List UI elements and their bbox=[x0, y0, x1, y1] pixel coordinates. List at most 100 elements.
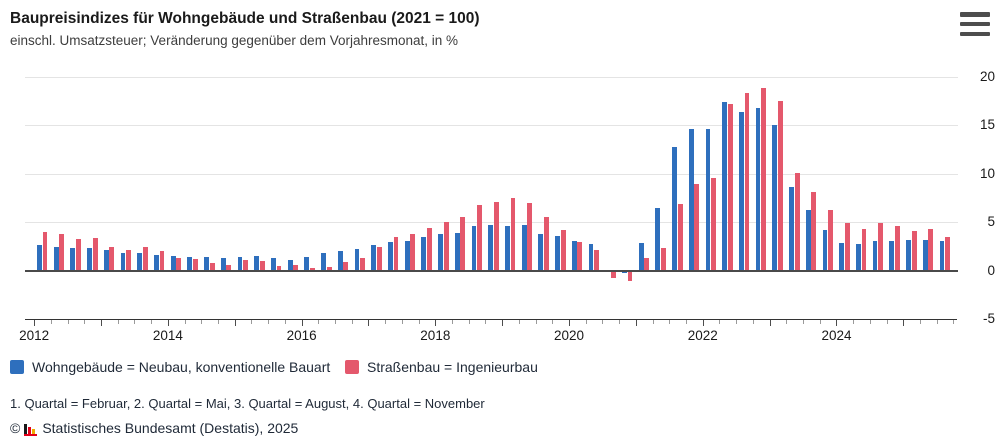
wohngebaeude-bar[interactable] bbox=[170, 255, 176, 271]
wohngebaeude-bar[interactable] bbox=[906, 239, 911, 271]
strassenbau-bar[interactable] bbox=[42, 231, 48, 271]
strassenbau-bar[interactable] bbox=[477, 204, 482, 271]
strassenbau-bar[interactable] bbox=[778, 101, 783, 271]
strassenbau-bar[interactable] bbox=[627, 270, 633, 282]
wohngebaeude-bar[interactable] bbox=[187, 256, 193, 271]
wohngebaeude-bar[interactable] bbox=[87, 248, 92, 271]
wohngebaeude-bar[interactable] bbox=[772, 125, 778, 271]
wohngebaeude-bar[interactable] bbox=[53, 247, 59, 271]
strassenbau-bar[interactable] bbox=[794, 172, 800, 271]
wohngebaeude-bar[interactable] bbox=[354, 249, 360, 271]
strassenbau-bar[interactable] bbox=[644, 257, 650, 271]
wohngebaeude-bar[interactable] bbox=[387, 242, 393, 271]
wohngebaeude-bar[interactable] bbox=[922, 239, 928, 271]
strassenbau-bar[interactable] bbox=[811, 192, 817, 271]
wohngebaeude-bar[interactable] bbox=[504, 225, 510, 271]
strassenbau-bar[interactable] bbox=[493, 201, 499, 271]
wohngebaeude-bar[interactable] bbox=[254, 255, 260, 271]
strassenbau-bar[interactable] bbox=[560, 229, 566, 271]
wohngebaeude-bar[interactable] bbox=[638, 243, 644, 271]
hamburger-menu-icon[interactable] bbox=[958, 12, 992, 36]
strassenbau-bar[interactable] bbox=[895, 225, 900, 271]
wohngebaeude-bar[interactable] bbox=[153, 255, 159, 271]
wohngebaeude-bar[interactable] bbox=[438, 233, 443, 271]
strassenbau-bar[interactable] bbox=[727, 104, 733, 271]
wohngebaeude-bar[interactable] bbox=[371, 245, 377, 271]
wohngebaeude-bar[interactable] bbox=[855, 244, 861, 271]
strassenbau-bar[interactable] bbox=[677, 203, 683, 271]
strassenbau-bar[interactable] bbox=[928, 228, 934, 271]
strassenbau-bar[interactable] bbox=[460, 217, 466, 271]
strassenbau-bar[interactable] bbox=[661, 248, 666, 271]
strassenbau-bar[interactable] bbox=[376, 247, 382, 271]
wohngebaeude-bar[interactable] bbox=[103, 250, 109, 271]
strassenbau-bar[interactable] bbox=[226, 264, 232, 271]
wohngebaeude-bar[interactable] bbox=[621, 270, 627, 274]
wohngebaeude-bar[interactable] bbox=[588, 244, 594, 271]
strassenbau-bar[interactable] bbox=[443, 222, 449, 271]
strassenbau-bar[interactable] bbox=[193, 258, 198, 271]
wohngebaeude-bar[interactable] bbox=[939, 240, 945, 271]
strassenbau-bar[interactable] bbox=[92, 237, 98, 271]
strassenbau-bar[interactable] bbox=[259, 260, 265, 271]
wohngebaeude-bar[interactable] bbox=[204, 256, 209, 271]
strassenbau-bar[interactable] bbox=[109, 247, 115, 271]
strassenbau-bar[interactable] bbox=[861, 228, 867, 271]
legend-item-wohngebaeude[interactable]: Wohngebäude = Neubau, konventionelle Bau… bbox=[10, 359, 330, 375]
wohngebaeude-bar[interactable] bbox=[454, 232, 460, 271]
wohngebaeude-bar[interactable] bbox=[755, 107, 761, 271]
strassenbau-bar[interactable] bbox=[427, 227, 432, 271]
strassenbau-bar[interactable] bbox=[159, 251, 165, 271]
wohngebaeude-bar[interactable] bbox=[555, 235, 560, 271]
strassenbau-bar[interactable] bbox=[142, 247, 148, 271]
wohngebaeude-bar[interactable] bbox=[337, 251, 343, 271]
wohngebaeude-bar[interactable] bbox=[839, 243, 845, 271]
strassenbau-bar[interactable] bbox=[126, 250, 131, 271]
wohngebaeude-bar[interactable] bbox=[655, 207, 661, 271]
strassenbau-bar[interactable] bbox=[360, 257, 365, 271]
wohngebaeude-bar[interactable] bbox=[137, 253, 143, 271]
wohngebaeude-bar[interactable] bbox=[738, 111, 744, 271]
strassenbau-bar[interactable] bbox=[326, 266, 332, 271]
wohngebaeude-bar[interactable] bbox=[521, 225, 527, 271]
strassenbau-bar[interactable] bbox=[393, 236, 399, 271]
strassenbau-bar[interactable] bbox=[577, 242, 583, 271]
strassenbau-bar[interactable] bbox=[209, 262, 215, 271]
wohngebaeude-bar[interactable] bbox=[672, 146, 677, 271]
wohngebaeude-bar[interactable] bbox=[789, 187, 794, 271]
strassenbau-bar[interactable] bbox=[59, 233, 65, 271]
wohngebaeude-bar[interactable] bbox=[287, 259, 293, 271]
wohngebaeude-bar[interactable] bbox=[705, 129, 711, 271]
strassenbau-bar[interactable] bbox=[410, 233, 416, 271]
wohngebaeude-bar[interactable] bbox=[304, 256, 310, 271]
strassenbau-bar[interactable] bbox=[828, 209, 833, 271]
strassenbau-bar[interactable] bbox=[610, 270, 616, 279]
strassenbau-bar[interactable] bbox=[844, 223, 850, 271]
strassenbau-bar[interactable] bbox=[694, 184, 700, 271]
wohngebaeude-bar[interactable] bbox=[471, 225, 477, 271]
strassenbau-bar[interactable] bbox=[761, 87, 767, 271]
strassenbau-bar[interactable] bbox=[176, 257, 182, 271]
wohngebaeude-bar[interactable] bbox=[70, 248, 76, 271]
wohngebaeude-bar[interactable] bbox=[822, 229, 828, 271]
wohngebaeude-bar[interactable] bbox=[321, 253, 326, 271]
strassenbau-bar[interactable] bbox=[594, 250, 599, 271]
wohngebaeude-bar[interactable] bbox=[889, 241, 895, 271]
strassenbau-bar[interactable] bbox=[744, 93, 750, 271]
wohngebaeude-bar[interactable] bbox=[722, 102, 728, 271]
wohngebaeude-bar[interactable] bbox=[120, 253, 126, 271]
strassenbau-bar[interactable] bbox=[276, 265, 282, 271]
wohngebaeude-bar[interactable] bbox=[688, 129, 694, 271]
wohngebaeude-bar[interactable] bbox=[421, 236, 427, 271]
wohngebaeude-bar[interactable] bbox=[538, 233, 544, 271]
wohngebaeude-bar[interactable] bbox=[270, 257, 276, 271]
wohngebaeude-bar[interactable] bbox=[220, 257, 226, 271]
strassenbau-bar[interactable] bbox=[911, 230, 917, 271]
wohngebaeude-bar[interactable] bbox=[237, 256, 243, 271]
wohngebaeude-bar[interactable] bbox=[488, 225, 494, 271]
strassenbau-bar[interactable] bbox=[878, 223, 884, 271]
strassenbau-bar[interactable] bbox=[76, 238, 81, 271]
wohngebaeude-bar[interactable] bbox=[571, 241, 577, 271]
strassenbau-bar[interactable] bbox=[544, 217, 549, 271]
wohngebaeude-bar[interactable] bbox=[805, 209, 811, 271]
